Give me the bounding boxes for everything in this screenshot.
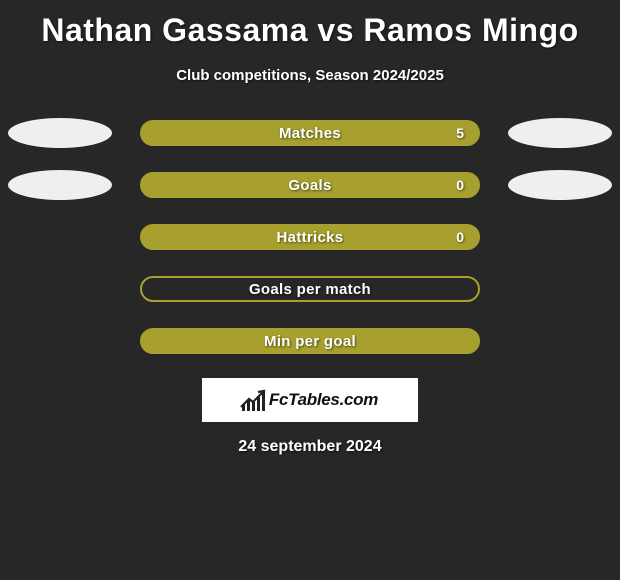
logo-text: FcTables.com	[269, 390, 378, 410]
stat-label: Matches	[279, 125, 341, 142]
left-ellipse	[8, 118, 112, 148]
stat-value: 0	[456, 229, 464, 245]
stat-label: Hattricks	[277, 229, 344, 246]
stat-bar: Hattricks 0	[140, 224, 480, 250]
stat-bar: Goals 0	[140, 172, 480, 198]
stat-bar: Goals per match	[140, 276, 480, 302]
stat-rows: Matches 5 Goals 0 Hattricks 0 Goals per match M…	[0, 118, 620, 356]
stat-row: Hattricks 0	[0, 222, 620, 252]
stat-label: Goals per match	[249, 281, 371, 298]
subtitle: Club competitions, Season 2024/2025	[0, 67, 620, 84]
stat-bar: Matches 5	[140, 120, 480, 146]
stat-row: Goals 0	[0, 170, 620, 200]
stat-label: Min per goal	[264, 333, 356, 350]
right-ellipse	[508, 118, 612, 148]
date-text: 24 september 2024	[0, 438, 620, 456]
stat-row: Matches 5	[0, 118, 620, 148]
stat-row: Goals per match	[0, 274, 620, 304]
left-ellipse	[8, 170, 112, 200]
stat-value: 0	[456, 177, 464, 193]
stat-label: Goals	[288, 177, 331, 194]
stat-value: 5	[456, 125, 464, 141]
logo-box: FcTables.com	[202, 378, 418, 422]
logo-chart-icon	[242, 389, 265, 411]
right-ellipse	[508, 170, 612, 200]
stat-bar: Min per goal	[140, 328, 480, 354]
stat-row: Min per goal	[0, 326, 620, 356]
page-title: Nathan Gassama vs Ramos Mingo	[0, 0, 620, 49]
